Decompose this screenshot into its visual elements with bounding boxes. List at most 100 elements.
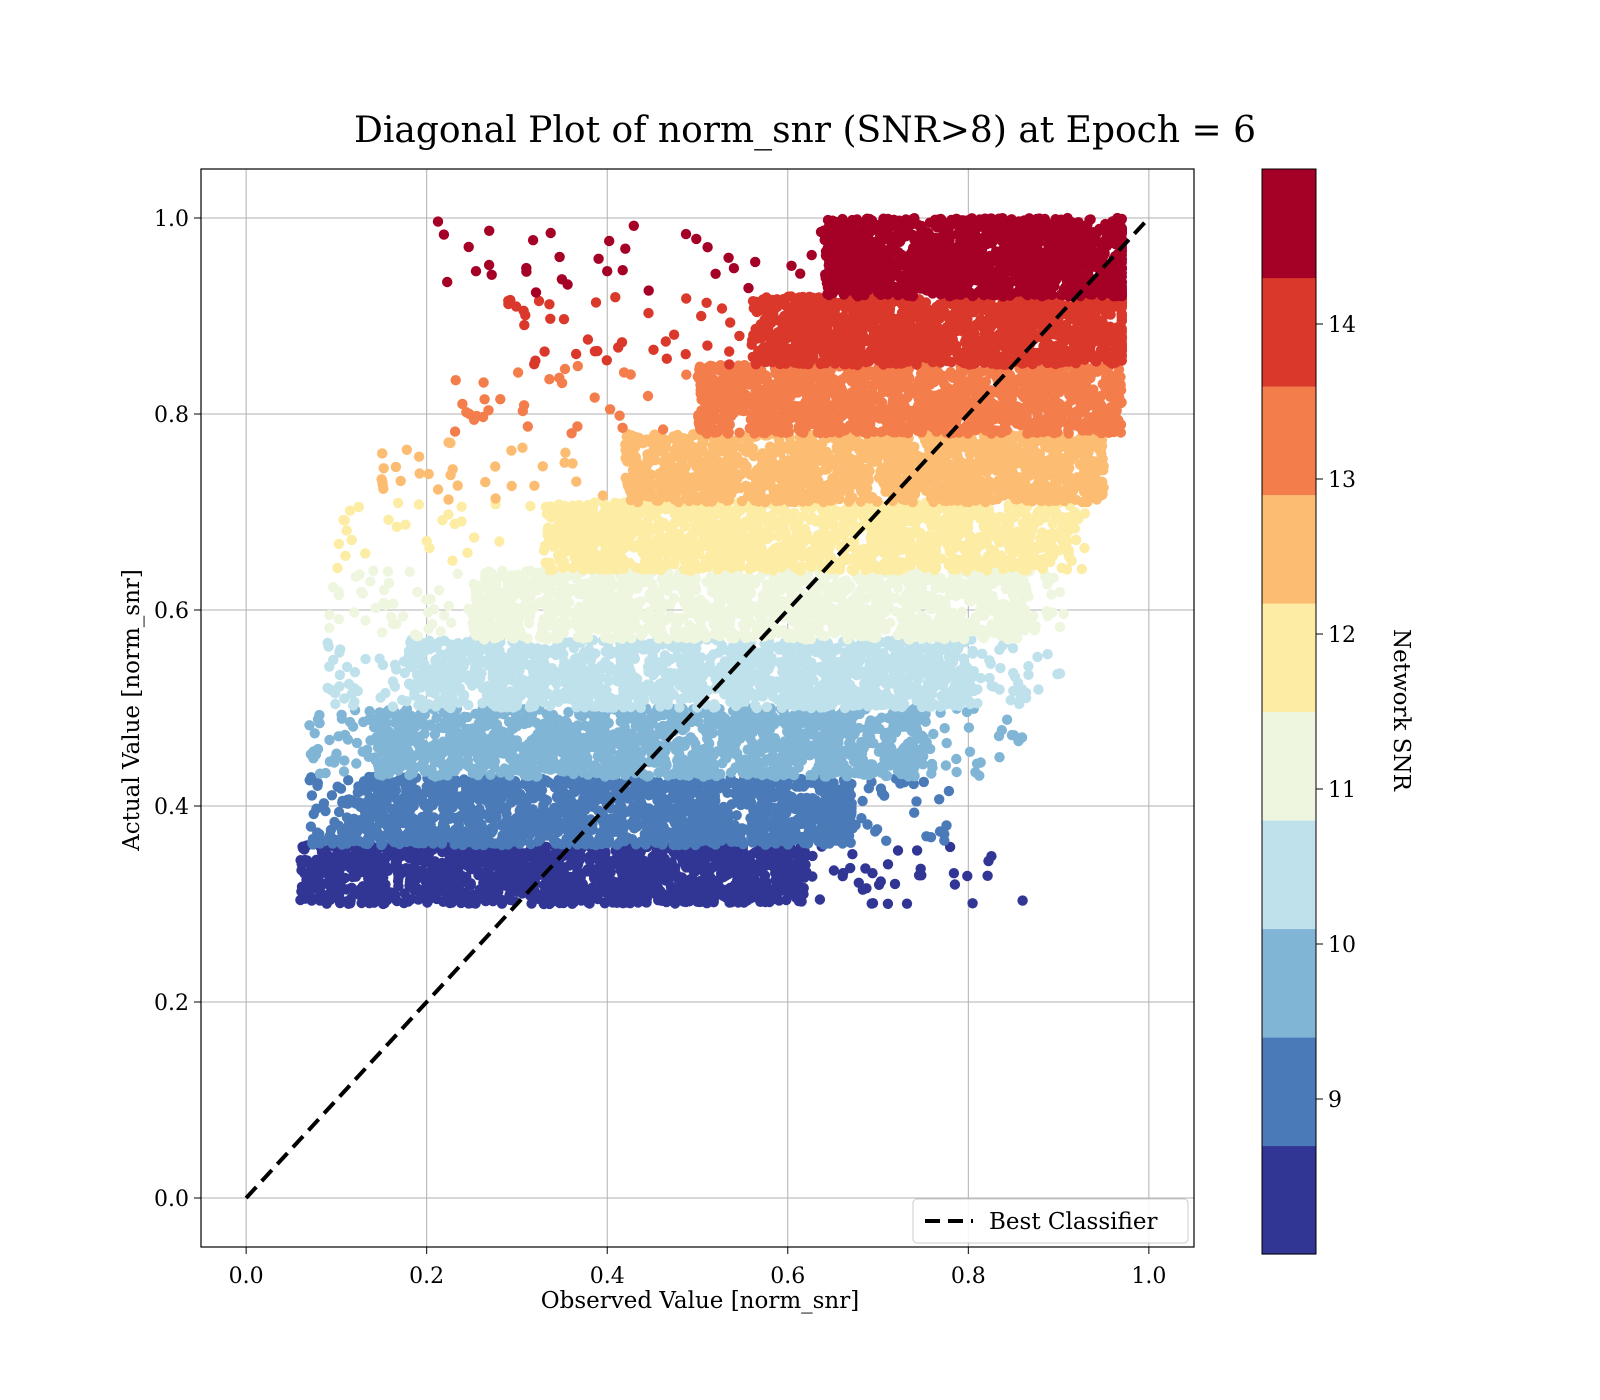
scatter-point: [729, 788, 740, 799]
scatter-point: [376, 744, 387, 755]
scatter-point: [694, 810, 705, 821]
scatter-point-outlier: [901, 898, 913, 909]
scatter-point-outlier: [927, 762, 938, 773]
scatter-point: [824, 766, 836, 777]
scatter-point: [508, 737, 519, 748]
scatter-point-outlier: [975, 757, 986, 768]
scatter-point: [494, 783, 505, 794]
scatter-point: [498, 748, 509, 759]
scatter-point: [335, 876, 347, 887]
scatter-point: [503, 839, 514, 850]
scatter-point: [724, 719, 735, 731]
scatter-point: [526, 735, 537, 747]
scatter-point: [643, 770, 655, 781]
scatter-point-outlier: [351, 737, 363, 749]
scatter-point: [464, 879, 475, 890]
scatter-point: [812, 731, 823, 743]
scatter-point: [503, 859, 514, 870]
scatter-point: [795, 792, 807, 804]
scatter-point: [365, 821, 376, 833]
scatter-point-outlier: [911, 796, 922, 807]
scatter-point-outlier: [928, 728, 939, 740]
scatter-point: [537, 754, 549, 765]
scatter-point: [368, 802, 380, 813]
scatter-point: [425, 719, 436, 730]
scatter-point-outlier: [1008, 730, 1020, 741]
scatter-point-outlier: [364, 706, 375, 717]
scatter-point-outlier: [943, 785, 955, 797]
scatter-point: [787, 859, 798, 870]
scatter-point: [760, 876, 772, 888]
scatter-point-outlier: [306, 790, 318, 801]
scatter-point: [680, 896, 691, 908]
scatter-point-outlier: [324, 756, 336, 767]
scatter-point: [554, 897, 565, 909]
scatter-point-outlier: [881, 835, 892, 846]
scatter-point-outlier: [940, 760, 952, 771]
scatter-point: [695, 769, 707, 780]
scatter-point: [462, 756, 473, 768]
scatter-point: [568, 848, 580, 859]
scatter-point: [629, 755, 640, 766]
scatter-point: [463, 828, 474, 839]
scatter-point: [726, 799, 737, 810]
scatter-point: [471, 763, 482, 774]
scatter-point: [743, 786, 755, 797]
scatter-point: [363, 864, 375, 875]
scatter-point: [740, 863, 752, 874]
scatter-point: [752, 828, 763, 839]
scatter-point: [802, 807, 813, 818]
scatter-point-outlier: [339, 755, 350, 766]
scatter-point: [685, 837, 696, 848]
scatter-point: [802, 739, 814, 751]
scatter-point: [600, 788, 611, 799]
scatter-point-outlier: [301, 855, 313, 866]
scatter-point: [910, 721, 922, 732]
scatter-point: [890, 748, 901, 759]
scatter-point: [526, 762, 537, 774]
scatter-point-outlier: [853, 877, 864, 888]
scatter-point-outlier: [324, 734, 335, 746]
scatter-point: [767, 858, 778, 869]
scatter-point: [844, 836, 855, 848]
scatter-point: [533, 836, 544, 847]
scatter-point: [742, 744, 753, 755]
scatter-point: [554, 884, 565, 895]
chart-title: Diagonal Plot of norm_snr (SNR>8) at Epo…: [354, 110, 1256, 151]
scatter-point-outlier: [337, 797, 348, 808]
scatter-point: [447, 802, 458, 813]
scatter-point: [490, 860, 501, 871]
scatter-point-outlier: [892, 845, 904, 856]
scatter-point: [403, 816, 414, 827]
scatter-point-outlier: [326, 790, 338, 801]
scatter-point-outlier: [862, 819, 873, 830]
scatter-point: [567, 760, 578, 772]
scatter-point: [348, 813, 360, 824]
scatter-point: [695, 800, 706, 811]
scatter-point: [696, 875, 707, 886]
scatter-point: [466, 817, 477, 828]
scatter-point: [766, 769, 777, 781]
scatter-point: [423, 780, 434, 792]
scatter-point: [500, 879, 512, 890]
scatter-point: [546, 716, 557, 728]
scatter-point: [510, 721, 521, 732]
scatter-point-outlier: [365, 735, 376, 746]
scatter-point-outlier: [847, 849, 858, 860]
scatter-point: [857, 754, 869, 765]
scatter-point: [495, 767, 506, 778]
scatter-point: [424, 798, 435, 809]
scatter-point: [899, 699, 910, 710]
scatter-point: [504, 770, 515, 781]
scatter-point: [391, 794, 403, 805]
scatter-point-outlier: [312, 743, 324, 755]
scatter-point-outlier: [336, 709, 347, 720]
scatter-point: [392, 826, 403, 838]
scatter-point: [657, 792, 668, 803]
scatter-point: [425, 819, 436, 830]
scatter-point: [830, 787, 842, 798]
scatter-point: [742, 799, 753, 810]
scatter-point-outlier: [363, 751, 374, 762]
scatter-point: [749, 712, 761, 723]
scatter-point: [430, 738, 441, 749]
